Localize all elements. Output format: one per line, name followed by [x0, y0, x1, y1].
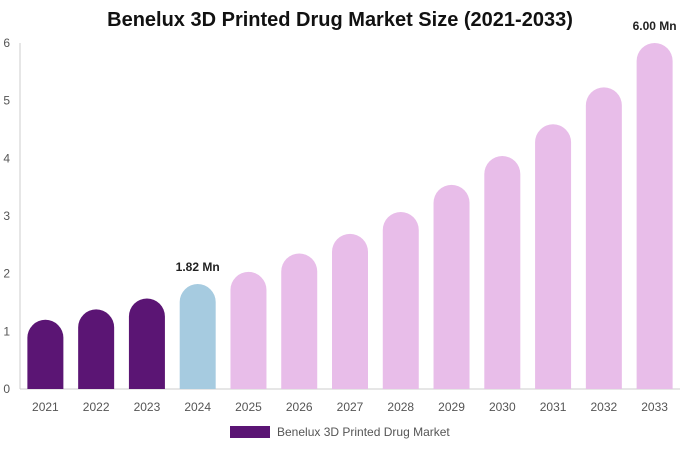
x-tick-label: 2023 — [134, 400, 161, 414]
bar-2030 — [484, 156, 521, 389]
x-tick-label: 2022 — [83, 400, 110, 414]
chart-title: Benelux 3D Printed Drug Market Size (202… — [107, 9, 573, 31]
bar-2022 — [78, 309, 115, 389]
bar-2028 — [382, 211, 419, 389]
y-tick-label: 5 — [3, 94, 10, 108]
y-tick-label: 6 — [3, 36, 10, 50]
legend-label: Benelux 3D Printed Drug Market — [277, 425, 450, 439]
y-tick-label: 1 — [3, 324, 10, 338]
x-tick-label: 2032 — [590, 400, 617, 414]
x-tick-label: 2029 — [438, 400, 465, 414]
bar-2024 — [179, 284, 216, 389]
bar-2029 — [433, 184, 470, 389]
bar-2031 — [535, 124, 572, 390]
bar-2032 — [585, 87, 622, 390]
x-tick-label: 2027 — [337, 400, 364, 414]
bar-2021 — [27, 319, 64, 389]
x-tick-label: 2033 — [641, 400, 668, 414]
y-tick-label: 0 — [3, 382, 10, 396]
bar-2026 — [281, 253, 318, 389]
bar-2033 — [636, 43, 673, 389]
y-tick-label: 2 — [3, 267, 10, 281]
x-tick-label: 2031 — [540, 400, 567, 414]
data-label-2033: 6.00 Mn — [633, 19, 677, 33]
bar-2027 — [332, 233, 368, 389]
y-tick-label: 4 — [3, 151, 10, 165]
legend-swatch — [230, 426, 270, 438]
bar-2025 — [230, 271, 267, 389]
x-tick-label: 2028 — [387, 400, 414, 414]
x-tick-label: 2030 — [489, 400, 516, 414]
x-tick-label: 2026 — [286, 400, 313, 414]
data-label-2024: 1.82 Mn — [176, 260, 220, 274]
x-tick-label: 2025 — [235, 400, 262, 414]
y-tick-label: 3 — [3, 209, 10, 223]
legend: Benelux 3D Printed Drug Market — [230, 425, 450, 439]
x-tick-label: 2021 — [32, 400, 59, 414]
x-tick-label: 2024 — [184, 400, 211, 414]
bar-2023 — [128, 298, 165, 389]
